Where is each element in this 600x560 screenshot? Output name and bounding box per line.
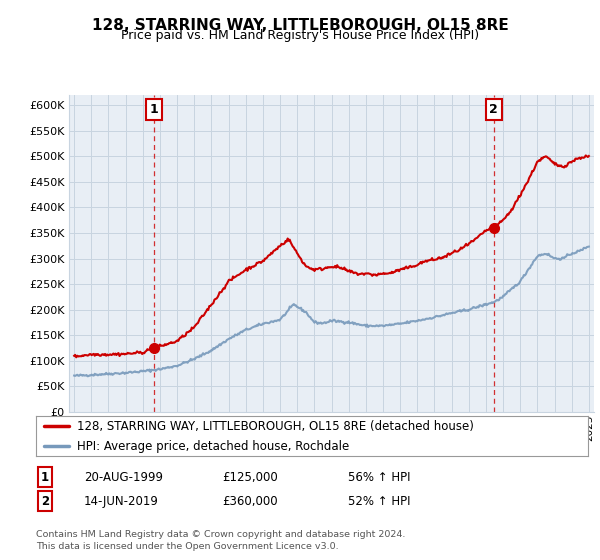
Text: 1: 1 [41, 470, 49, 484]
Text: 56% ↑ HPI: 56% ↑ HPI [348, 470, 410, 484]
Text: £360,000: £360,000 [222, 494, 278, 508]
Text: £125,000: £125,000 [222, 470, 278, 484]
Text: 52% ↑ HPI: 52% ↑ HPI [348, 494, 410, 508]
Text: Contains HM Land Registry data © Crown copyright and database right 2024.
This d: Contains HM Land Registry data © Crown c… [36, 530, 406, 551]
Text: 1: 1 [149, 103, 158, 116]
Text: 128, STARRING WAY, LITTLEBOROUGH, OL15 8RE: 128, STARRING WAY, LITTLEBOROUGH, OL15 8… [92, 18, 508, 33]
Text: 20-AUG-1999: 20-AUG-1999 [84, 470, 163, 484]
Text: 128, STARRING WAY, LITTLEBOROUGH, OL15 8RE (detached house): 128, STARRING WAY, LITTLEBOROUGH, OL15 8… [77, 419, 474, 433]
Text: 2: 2 [490, 103, 498, 116]
Text: HPI: Average price, detached house, Rochdale: HPI: Average price, detached house, Roch… [77, 440, 350, 453]
Text: Price paid vs. HM Land Registry's House Price Index (HPI): Price paid vs. HM Land Registry's House … [121, 29, 479, 42]
Text: 2: 2 [41, 494, 49, 508]
Text: 14-JUN-2019: 14-JUN-2019 [84, 494, 159, 508]
